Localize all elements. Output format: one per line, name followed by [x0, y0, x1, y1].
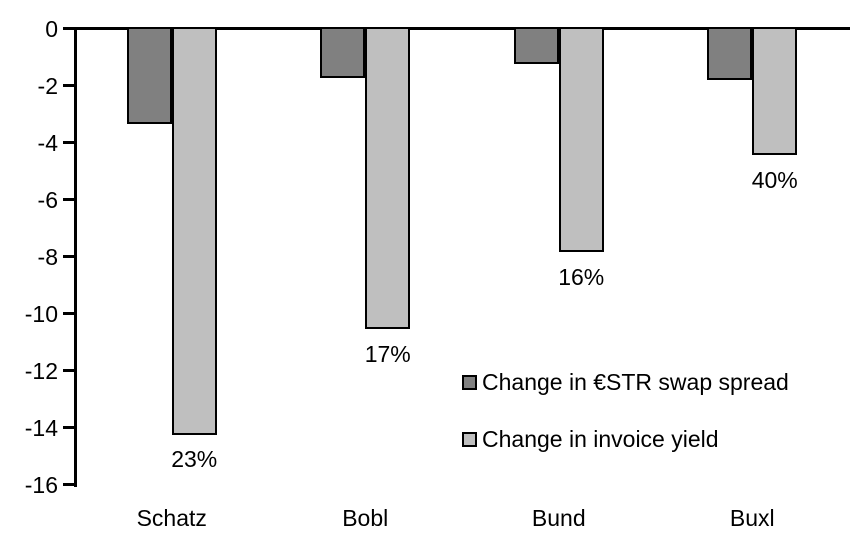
legend-item-swap-spread: Change in €STR swap spread [462, 369, 789, 395]
y-tick-mark [63, 198, 75, 201]
y-tick-label: -14 [24, 414, 58, 441]
bar-schatz-swap-spread [126, 27, 172, 125]
point-label-buxl: 40% [751, 166, 798, 193]
x-axis-label-buxl: Buxl [729, 505, 775, 531]
legend-item-invoice-yield: Change in invoice yield [462, 426, 789, 452]
y-tick-mark [63, 369, 75, 372]
zero-axis-line [74, 27, 850, 30]
y-tick-label: -16 [24, 471, 58, 498]
x-axis-label-bund: Bund [531, 505, 586, 531]
y-tick-mark [63, 426, 75, 429]
legend-label-swap-spread: Change in €STR swap spread [482, 369, 789, 395]
y-tick-mark [63, 312, 75, 315]
y-tick-label: -12 [24, 357, 58, 384]
point-label-bobl: 17% [364, 340, 411, 367]
y-tick-label: -4 [37, 129, 58, 156]
y-tick-mark [63, 141, 75, 144]
y-tick-label: -10 [24, 300, 58, 327]
bar-schatz-invoice-yield [171, 27, 217, 435]
bar-buxl-invoice-yield [752, 27, 798, 156]
legend-swatch-invoice-yield [462, 431, 477, 447]
legend-swatch-swap-spread [462, 374, 477, 390]
y-tick-mark [63, 483, 75, 486]
y-tick-label: -8 [37, 243, 58, 270]
y-tick-mark [63, 255, 75, 258]
y-tick-mark [63, 27, 75, 30]
bar-bobl-invoice-yield [365, 27, 411, 330]
x-axis-label-schatz: Schatz [136, 505, 207, 531]
legend: Change in €STR swap spread Change in inv… [462, 369, 789, 483]
bar-bund-swap-spread [513, 27, 559, 65]
point-label-schatz: 23% [171, 446, 218, 473]
y-tick-mark [63, 84, 75, 87]
y-tick-label: -2 [37, 72, 58, 99]
y-tick-label: -6 [37, 186, 58, 213]
bar-bund-invoice-yield [558, 27, 604, 253]
legend-label-invoice-yield: Change in invoice yield [482, 426, 719, 452]
x-axis-label-bobl: Bobl [342, 505, 389, 531]
y-axis-line [74, 27, 77, 487]
bar-buxl-swap-spread [707, 27, 753, 80]
y-tick-label: 0 [45, 15, 58, 42]
point-label-bund: 16% [558, 263, 605, 290]
bar-bobl-swap-spread [320, 27, 366, 79]
